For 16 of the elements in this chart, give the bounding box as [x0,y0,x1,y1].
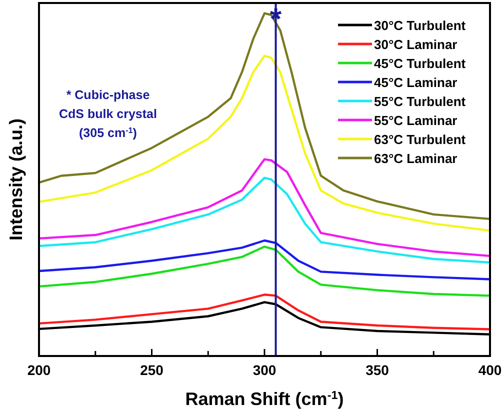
x-tick-label: 250 [140,362,164,378]
x-tick-label: 300 [252,362,276,378]
annotation: * Cubic-phase CdS bulk crystal (305 cm$^{-1}$) [59,88,157,140]
x-tick-label: 350 [366,362,390,378]
legend-label: 63°C Turbulent [374,132,466,147]
legend-label: 30°C Turbulent [374,18,466,33]
x-tick-label: 400 [478,362,502,378]
legend-label: 30°C Laminar [374,37,458,52]
legend-label: 55°C Laminar [374,113,458,128]
legend-label: 45°C Laminar [374,75,458,90]
y-axis-title: Intensity (a.u.) [6,118,26,241]
x-axis-title: Raman Shift (cm$^{-1}$) [185,388,344,409]
x-tick-label: 200 [27,362,51,378]
legend-label: 63°C Laminar [374,151,458,166]
legend-label: 45°C Turbulent [374,56,466,71]
legend-label: 55°C Turbulent [374,94,466,109]
